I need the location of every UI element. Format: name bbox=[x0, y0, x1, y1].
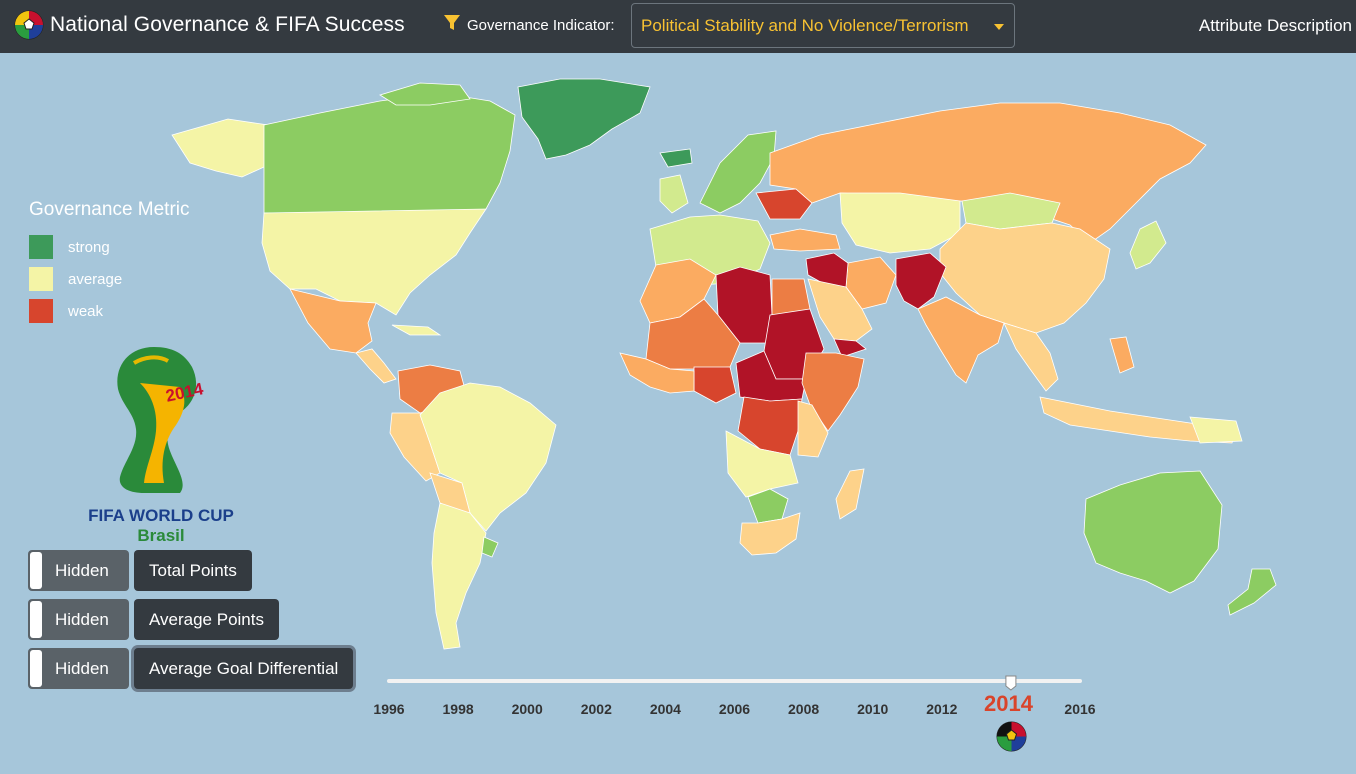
governance-indicator-label: Governance Indicator: bbox=[467, 17, 615, 34]
brand[interactable]: National Governance & FIFA Success bbox=[14, 10, 405, 40]
legend-label: strong bbox=[68, 238, 110, 256]
country-uk[interactable] bbox=[659, 174, 689, 214]
top-navbar: National Governance & FIFA Success Gover… bbox=[0, 0, 1356, 53]
metric-button-average-points[interactable]: Average Points bbox=[134, 599, 279, 640]
toggle-row-average-goal-differential: Hidden Average Goal Differential bbox=[28, 648, 354, 690]
timeline-tick-2006: 2006 bbox=[719, 701, 750, 717]
country-png[interactable] bbox=[1189, 416, 1243, 444]
legend-swatch-average bbox=[29, 267, 53, 291]
timeline-ticks: 1996 1998 2000 2002 2004 2006 2008 2010 2012 2016 bbox=[373, 701, 1095, 717]
country-kazakhstan[interactable] bbox=[839, 192, 961, 254]
timeline-tick-1998: 1998 bbox=[443, 701, 474, 717]
toggle-knob bbox=[30, 650, 42, 687]
logo-line1: FIFA WORLD CUP bbox=[88, 506, 234, 525]
timeline-tick-2004: 2004 bbox=[650, 701, 681, 717]
country-indonesia[interactable] bbox=[1039, 396, 1237, 444]
timeline-tick-2012: 2012 bbox=[926, 701, 957, 717]
toggle-row-total-points: Hidden Total Points bbox=[28, 550, 252, 592]
toggle-knob bbox=[30, 552, 42, 589]
legend-swatch-strong bbox=[29, 235, 53, 259]
toggle-row-average-points: Hidden Average Points bbox=[28, 599, 279, 641]
timeline-handle[interactable] bbox=[1005, 675, 1017, 691]
legend-title: Governance Metric bbox=[29, 199, 190, 220]
country-angola[interactable] bbox=[725, 430, 799, 498]
country-mexico[interactable] bbox=[289, 288, 377, 354]
country-brazil[interactable] bbox=[419, 382, 557, 532]
visibility-toggle-average-goal-differential[interactable]: Hidden bbox=[28, 648, 129, 689]
country-ukraine[interactable] bbox=[755, 188, 813, 220]
year-timeline-slider[interactable]: 1996 1998 2000 2002 2004 2006 2008 2010 2012 2016 bbox=[0, 660, 1356, 730]
country-botswana[interactable] bbox=[747, 488, 789, 524]
timeline-tick-2008: 2008 bbox=[788, 701, 819, 717]
attribute-description-link[interactable]: Attribute Description bbox=[1198, 16, 1352, 35]
country-argentina[interactable] bbox=[431, 502, 487, 650]
visibility-toggle-total-points[interactable]: Hidden bbox=[28, 550, 129, 591]
country-madagascar[interactable] bbox=[835, 468, 865, 520]
country-canada-islands[interactable] bbox=[379, 82, 471, 106]
timeline-tick-2000: 2000 bbox=[512, 701, 543, 717]
country-greenland[interactable] bbox=[517, 78, 651, 160]
country-new-zealand[interactable] bbox=[1227, 568, 1277, 616]
visibility-toggle-average-points[interactable]: Hidden bbox=[28, 599, 129, 640]
country-ethiopia-somalia[interactable] bbox=[801, 352, 865, 432]
filter-funnel-icon bbox=[444, 15, 460, 30]
legend-item-weak: weak bbox=[29, 295, 190, 327]
country-iceland[interactable] bbox=[659, 148, 693, 168]
governance-indicator-value: Political Stability and No Violence/Terr… bbox=[641, 16, 969, 35]
caret-down-icon bbox=[994, 24, 1004, 30]
timeline-tick-1996: 1996 bbox=[373, 701, 404, 717]
country-uruguay[interactable] bbox=[481, 536, 499, 558]
metric-button-average-goal-differential[interactable]: Average Goal Differential bbox=[134, 648, 354, 689]
soccer-ball-flags-icon bbox=[14, 10, 44, 40]
legend-item-average: average bbox=[29, 263, 190, 295]
country-turkey[interactable] bbox=[769, 228, 841, 252]
country-caribbean[interactable] bbox=[391, 324, 442, 336]
country-dr-congo[interactable] bbox=[737, 396, 803, 456]
governance-indicator-dropdown[interactable]: Political Stability and No Violence/Terr… bbox=[631, 3, 1015, 48]
country-south-africa[interactable] bbox=[739, 512, 801, 556]
country-southeast-asia[interactable] bbox=[1003, 322, 1059, 392]
governance-legend: Governance Metric strong average weak bbox=[29, 199, 190, 327]
country-central-america[interactable] bbox=[355, 348, 397, 384]
legend-label: weak bbox=[68, 302, 104, 320]
toggle-state-label: Hidden bbox=[55, 561, 109, 580]
toggle-state-label: Hidden bbox=[55, 659, 109, 678]
metric-button-total-points[interactable]: Total Points bbox=[134, 550, 252, 591]
country-yemen[interactable] bbox=[833, 338, 867, 358]
toggle-knob bbox=[30, 601, 42, 638]
legend-item-strong: strong bbox=[29, 231, 190, 263]
legend-label: average bbox=[68, 270, 123, 288]
country-east-africa[interactable] bbox=[797, 400, 829, 458]
selected-year-label: 2014 bbox=[984, 691, 1033, 716]
soccer-ball-flags-icon bbox=[996, 721, 1027, 752]
fifa-world-cup-2014-logo: 2014 FIFA WORLD CUP Brasil bbox=[88, 347, 234, 545]
country-west-africa[interactable] bbox=[619, 352, 695, 394]
country-india[interactable] bbox=[917, 296, 1005, 384]
country-philippines[interactable] bbox=[1109, 336, 1135, 374]
country-australia[interactable] bbox=[1083, 470, 1223, 594]
toggle-state-label: Hidden bbox=[55, 610, 109, 629]
timeline-tick-2002: 2002 bbox=[581, 701, 612, 717]
country-saudi-arabia[interactable] bbox=[807, 278, 873, 342]
country-afghanistan-pakistan[interactable] bbox=[895, 252, 947, 310]
legend-swatch-weak bbox=[29, 299, 53, 323]
app-title: National Governance & FIFA Success bbox=[50, 13, 405, 36]
timeline-tick-2016: 2016 bbox=[1064, 701, 1095, 717]
timeline-tick-2010: 2010 bbox=[857, 701, 888, 717]
logo-line2: Brasil bbox=[137, 526, 184, 545]
country-japan[interactable] bbox=[1129, 220, 1167, 270]
country-china[interactable] bbox=[939, 222, 1111, 334]
country-alaska[interactable] bbox=[171, 118, 269, 178]
country-usa[interactable] bbox=[261, 208, 487, 316]
